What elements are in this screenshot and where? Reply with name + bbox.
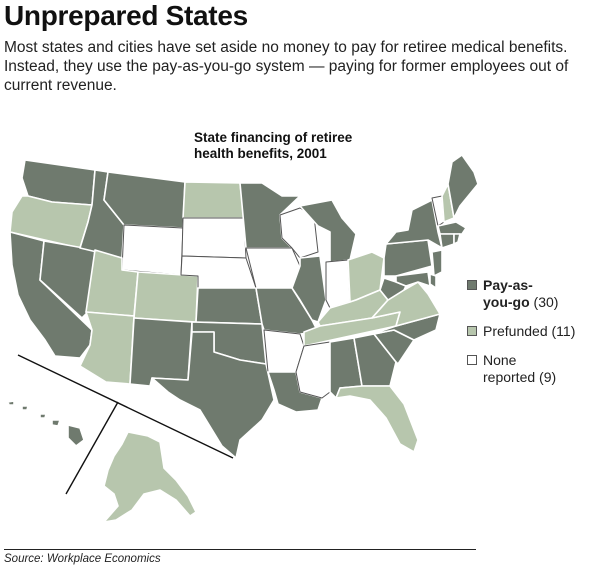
headline: Unprepared States xyxy=(4,0,248,31)
state-NJ xyxy=(431,249,443,277)
legend-payg-line-1: Pay-as- xyxy=(483,277,602,294)
state-RI xyxy=(453,233,461,245)
state-MA xyxy=(437,221,467,235)
legend-none-label-1: None xyxy=(483,352,517,368)
state-HI xyxy=(67,424,85,447)
inset-divider-line-2 xyxy=(65,401,119,495)
hawaii-island-5 xyxy=(7,400,15,406)
state-KS xyxy=(195,287,263,325)
map-title-line-1: State financing of retiree xyxy=(194,130,353,145)
state-GA xyxy=(353,333,397,387)
state-ME xyxy=(447,154,479,219)
hawaii-island-3 xyxy=(39,413,47,419)
legend-none-label-2: reported (9) xyxy=(483,369,557,385)
hawaii-island-2 xyxy=(51,419,61,427)
state-NC xyxy=(371,313,441,341)
state-CT xyxy=(439,233,455,249)
legend-item-prefunded: Prefunded (11) xyxy=(467,323,602,340)
state-NM xyxy=(129,317,193,387)
legend-swatch-payg xyxy=(467,280,477,290)
hawaii xyxy=(7,400,85,447)
legend-item-none: None reported (9) xyxy=(467,352,602,386)
state-SD xyxy=(181,217,247,259)
state-WY xyxy=(121,224,184,276)
legend-payg-line-2: you-go (30) xyxy=(483,294,602,311)
map-title: State financing of retiree health benefi… xyxy=(194,130,352,162)
legend-payg-label-2: you-go xyxy=(483,294,530,310)
legend-payg-count: (30) xyxy=(529,294,559,310)
state-IA xyxy=(245,247,301,289)
legend-prefunded-label: Prefunded (11) xyxy=(483,323,576,339)
deck-text: Most states and cities have set aside no… xyxy=(4,39,569,94)
inset-divider-line xyxy=(17,354,234,459)
legend-item-payg: Pay-as- you-go (30) xyxy=(467,277,602,311)
state-CO xyxy=(133,271,199,323)
source-credit: Source: Workplace Economics xyxy=(4,553,161,565)
hawaii-island-4 xyxy=(21,405,29,411)
state-IL xyxy=(291,255,327,323)
legend-swatch-none xyxy=(467,355,477,365)
state-DE xyxy=(429,273,437,289)
state-ND xyxy=(182,181,245,219)
state-IN xyxy=(325,259,351,309)
state-TX xyxy=(151,331,275,459)
legend-payg-label-1: Pay-as- xyxy=(483,277,533,293)
legend: Pay-as- you-go (30) Prefunded (11) None … xyxy=(467,277,602,398)
state-MD xyxy=(395,271,431,287)
map-title-line-2: health benefits, 2001 xyxy=(194,146,327,161)
source-rule xyxy=(4,549,476,550)
state-AK xyxy=(103,431,197,523)
state-PA xyxy=(383,239,433,277)
legend-swatch-prefunded xyxy=(467,326,477,336)
state-FL xyxy=(335,385,419,453)
state-AZ xyxy=(79,311,135,385)
